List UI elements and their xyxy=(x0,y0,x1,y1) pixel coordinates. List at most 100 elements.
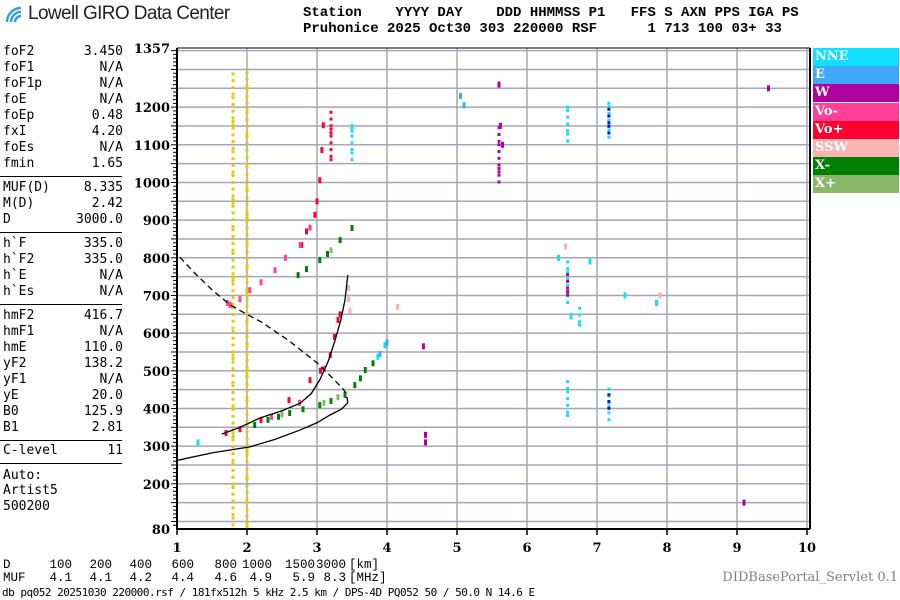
distance-value: 600 xyxy=(171,558,194,572)
y-tick-label: 800 xyxy=(143,252,170,267)
x-tick-label: 5 xyxy=(452,541,461,556)
echo-point-voplus xyxy=(238,426,242,433)
param-value: N/A xyxy=(99,268,123,283)
echo-mark xyxy=(245,359,249,363)
echo-mark xyxy=(566,380,570,384)
echo-point-xminus xyxy=(371,360,375,367)
param-label: foEs xyxy=(3,140,35,155)
echo-point-ssw xyxy=(658,292,662,299)
echo-mark xyxy=(566,279,570,283)
echo-point-vominus xyxy=(298,241,302,248)
echo-mark xyxy=(231,319,235,323)
echo-mark xyxy=(497,133,501,137)
echo-mark xyxy=(231,506,235,510)
echo-mark xyxy=(566,286,570,290)
echo-mark xyxy=(231,374,235,378)
echo-mark xyxy=(607,128,611,132)
echo-mark xyxy=(329,154,333,158)
echo-mark xyxy=(231,384,235,388)
echo-mark xyxy=(231,397,235,401)
echo-mark xyxy=(245,443,249,447)
echo-point-w xyxy=(421,343,425,350)
echo-point-w xyxy=(501,141,504,148)
ionogram-chart: 1 2 3 4 5 6 7 8 9 10 1357 1200 1100 1000 900 800 700 600 5… xyxy=(134,42,816,556)
echo-mark xyxy=(245,382,249,386)
echo-mark xyxy=(231,109,235,113)
echo-point-e xyxy=(378,350,382,357)
echo-point-e xyxy=(462,102,466,109)
echo-mark xyxy=(245,436,249,440)
footer-info: db pq052 20251030 220000.rsf / 181fx512h… xyxy=(2,586,535,599)
echo-mark xyxy=(329,110,333,114)
echo-mark xyxy=(231,421,235,425)
logo: Lowell GIRO Data Center xyxy=(4,3,230,25)
echo-mark xyxy=(245,365,249,369)
echo-mark xyxy=(231,380,235,384)
param-label: foF1p xyxy=(3,76,43,91)
echo-mark xyxy=(566,129,570,133)
echo-point-voplus xyxy=(308,377,312,384)
echo-point-voplus xyxy=(336,316,340,323)
echo-point-xminus xyxy=(288,409,292,416)
muf-value: 4.1 xyxy=(89,571,112,585)
echo-mark xyxy=(245,250,249,254)
muf-label: MUF xyxy=(3,571,26,585)
param-value: 3000.0 xyxy=(76,212,123,227)
echo-mark xyxy=(607,131,611,135)
divider xyxy=(0,176,122,177)
echo-mark xyxy=(231,296,235,300)
echo-mark xyxy=(497,156,501,160)
echo-point-ssw xyxy=(347,284,350,291)
echo-point-xminus xyxy=(318,402,322,409)
echo-point-nne xyxy=(588,258,592,265)
echo-mark xyxy=(350,148,354,152)
echo-mark xyxy=(245,101,249,105)
y-tick-label: 600 xyxy=(143,327,170,342)
echo-mark xyxy=(231,302,235,306)
echo-mark xyxy=(245,477,249,481)
param-value: N/A xyxy=(99,284,123,299)
distance-label: D xyxy=(3,558,11,572)
echo-point-vominus xyxy=(308,224,312,231)
echo-mark xyxy=(566,390,570,394)
x-tick-label: 7 xyxy=(592,541,601,556)
echo-point-w xyxy=(424,439,427,446)
param-ye: yE 20.0 xyxy=(3,388,123,404)
echo-mark xyxy=(231,72,235,76)
echo-point-nne xyxy=(376,353,380,360)
echo-point-nne xyxy=(350,126,354,133)
param-foep: foEp 0.48 xyxy=(3,108,123,124)
echo-mark xyxy=(245,369,249,373)
echo-mark xyxy=(329,141,333,145)
echo-mark xyxy=(231,174,235,178)
echo-mark xyxy=(607,114,611,118)
param-yf2: yF2 138.2 xyxy=(3,356,123,372)
echo-mark xyxy=(245,453,249,457)
echo-point-w xyxy=(767,85,770,92)
echo-mark xyxy=(569,313,573,317)
echo-mark xyxy=(497,180,501,184)
echo-point-xminus xyxy=(318,257,322,264)
echo-point-xminus xyxy=(266,416,270,423)
model-profile-curve xyxy=(176,402,349,462)
echo-point-voplus xyxy=(305,228,308,235)
param-label: MUF(D) xyxy=(3,180,50,195)
echo-mark xyxy=(231,445,235,449)
signal-logo-icon xyxy=(5,6,22,23)
echo-mark xyxy=(578,306,581,310)
echo-point-xminus xyxy=(296,272,300,279)
echo-mark xyxy=(231,452,235,456)
echo-mark xyxy=(231,123,235,127)
echo-mark xyxy=(231,513,235,517)
echo-mark xyxy=(497,139,501,143)
echo-mark xyxy=(578,323,581,327)
param-value: 2.81 xyxy=(91,420,123,435)
echo-mark xyxy=(231,187,235,191)
echo-mark xyxy=(566,386,570,390)
echo-mark xyxy=(245,84,249,88)
model-profile-curve xyxy=(179,256,349,403)
echo-point-xplus xyxy=(280,411,284,418)
param-label: D xyxy=(3,212,11,227)
echo-mark xyxy=(231,241,235,245)
